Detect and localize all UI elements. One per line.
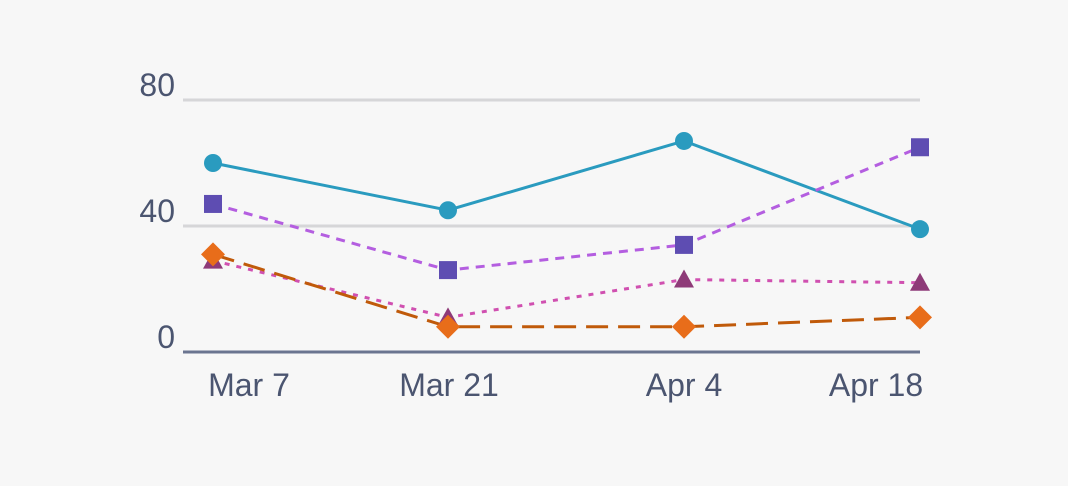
y-tick-label: 0 xyxy=(157,319,175,355)
data-point-diamond xyxy=(436,314,460,339)
data-point-triangle xyxy=(674,269,694,288)
series-line xyxy=(212,145,921,272)
data-point-circle xyxy=(675,131,693,150)
data-point-circle xyxy=(439,201,457,220)
x-tick-label: Apr 4 xyxy=(646,367,722,403)
data-point-square xyxy=(911,138,929,157)
y-tick-label: 80 xyxy=(139,67,175,103)
y-tick-label: 40 xyxy=(139,193,175,229)
data-point-circle xyxy=(911,220,929,239)
x-tick-label: Mar 7 xyxy=(208,367,290,403)
series-line xyxy=(212,252,921,329)
data-point-square xyxy=(675,235,693,254)
data-point-triangle xyxy=(910,272,930,291)
series-line xyxy=(212,259,921,319)
data-point-circle xyxy=(204,154,222,172)
x-tick-label: Apr 18 xyxy=(829,367,923,403)
data-point-diamond xyxy=(201,242,225,267)
series-line xyxy=(212,139,921,231)
x-tick-label: Mar 21 xyxy=(399,367,499,403)
data-point-diamond xyxy=(672,314,696,339)
data-point-square xyxy=(439,261,457,280)
data-point-diamond xyxy=(908,305,932,330)
data-point-square xyxy=(204,194,222,213)
